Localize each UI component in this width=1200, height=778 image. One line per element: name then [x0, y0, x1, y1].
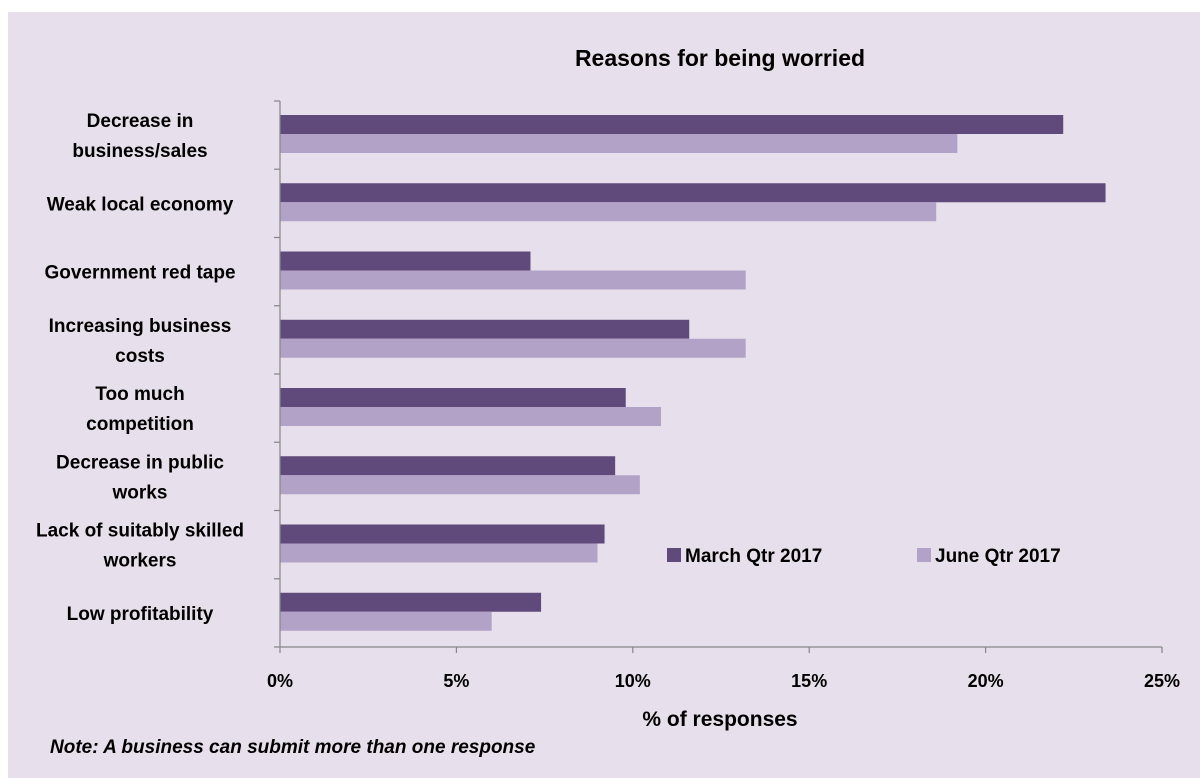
category-label-line: business/sales [72, 141, 207, 162]
chart-title: Reasons for being worried [575, 45, 865, 71]
category-label-line: Increasing business [49, 316, 232, 337]
footnote: Note: A business can submit more than on… [50, 737, 536, 758]
category-label-1: Weak local economy [47, 194, 234, 215]
category-label-line: Government red tape [44, 263, 235, 284]
bar-june-0 [280, 134, 958, 153]
x-axis-label: % of responses [642, 708, 797, 731]
bar-june-1 [280, 202, 937, 222]
bar-june-4 [280, 407, 662, 426]
axes-group [274, 100, 1163, 653]
category-label-line: Decrease in public [56, 452, 224, 473]
bar-june-2 [280, 270, 746, 290]
legend-swatch-1 [917, 548, 931, 562]
bar-june-5 [280, 475, 640, 495]
category-label-line: works [112, 482, 168, 503]
x-tick-label: 25% [1144, 671, 1180, 691]
category-label-line: workers [103, 551, 177, 572]
bar-june-3 [280, 338, 746, 358]
x-tick-labels: 0% 5% 10% 15% 20% 25% [267, 671, 1180, 691]
category-label-2: Government red tape [44, 263, 235, 284]
top-strip [0, 0, 1200, 12]
category-label-7: Low profitability [67, 604, 214, 625]
bar-march-0 [280, 115, 1064, 134]
bar-june-6 [280, 543, 598, 563]
bar-march-7 [280, 592, 542, 612]
bar-june-7 [280, 611, 492, 631]
category-label-line: Weak local economy [47, 194, 234, 215]
bar-march-4 [280, 388, 626, 407]
bar-march-5 [280, 456, 616, 476]
x-tick-label: 0% [267, 671, 293, 691]
legend-swatch-0 [667, 548, 681, 562]
x-tick-label: 20% [968, 671, 1004, 691]
category-label-0: Decrease in business/sales [72, 111, 207, 162]
category-labels: Decrease in business/sales Weak local econ… [36, 111, 244, 625]
legend-label-0: March Qtr 2017 [685, 546, 822, 567]
category-label-3: Increasing business costs [49, 316, 232, 367]
bar-march-3 [280, 319, 690, 339]
category-label-line: costs [115, 346, 165, 367]
category-label-4: Too much competition [86, 384, 194, 435]
legend: March Qtr 2017 June Qtr 2017 [667, 546, 1061, 567]
category-label-line: Decrease in [87, 111, 194, 132]
category-label-6: Lack of suitably skilled workers [36, 521, 244, 572]
category-label-line: Low profitability [67, 604, 214, 625]
legend-label-1: June Qtr 2017 [935, 546, 1061, 567]
category-label-line: competition [86, 414, 194, 435]
bars-group [280, 115, 1106, 631]
category-label-5: Decrease in public works [56, 452, 224, 503]
bar-march-1 [280, 183, 1106, 203]
x-tick-label: 5% [443, 671, 469, 691]
category-label-line: Too much [95, 384, 184, 405]
bar-march-6 [280, 524, 605, 544]
bar-march-2 [280, 251, 531, 271]
x-tick-label: 10% [615, 671, 651, 691]
x-tick-label: 15% [791, 671, 827, 691]
category-label-line: Lack of suitably skilled [36, 521, 244, 542]
